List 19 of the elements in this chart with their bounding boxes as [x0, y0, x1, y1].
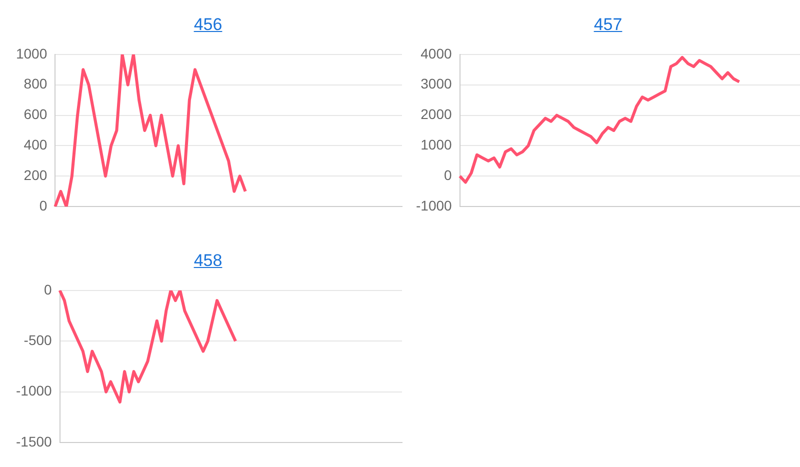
- y-tick-label: 0: [44, 281, 52, 298]
- chart-title: 456: [194, 15, 222, 34]
- y-tick-label: -500: [24, 332, 52, 348]
- y-tick-label: 600: [24, 106, 48, 122]
- y-tick-label: 3000: [420, 76, 452, 92]
- y-tick-label: 1000: [420, 136, 452, 153]
- chart-title: 457: [594, 15, 622, 34]
- y-tick-label: 1000: [16, 45, 48, 62]
- y-tick-label: 800: [24, 76, 48, 92]
- chart-title: 458: [194, 251, 222, 270]
- y-tick-label: -1000: [16, 382, 52, 399]
- y-tick-label: 400: [24, 136, 48, 153]
- y-tick-label: 2000: [420, 106, 452, 122]
- y-tick-label: 0: [444, 167, 452, 184]
- y-tick-label: -1500: [16, 433, 52, 450]
- y-tick-label: 0: [39, 197, 48, 214]
- y-tick-label: 4000: [420, 45, 452, 62]
- y-tick-label: -1000: [416, 197, 452, 214]
- y-tick-label: 200: [24, 167, 48, 184]
